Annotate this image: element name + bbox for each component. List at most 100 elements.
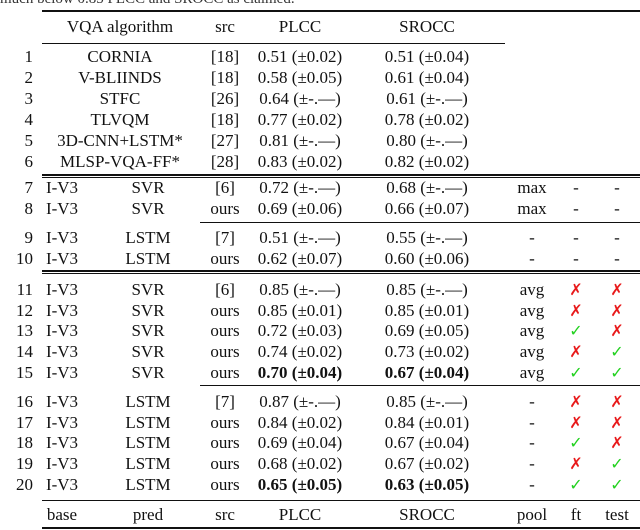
source-ref: ours [210,433,240,452]
srocc-value: 0.67 (±0.04) [384,363,470,382]
row-number: 5 [24,131,34,150]
pooling: avg [519,321,545,340]
caption-fragment: much below 0.85 PLCC and SROCC as claime… [0,0,295,8]
bottom-rule [42,527,640,529]
header-underline [42,43,505,44]
row-number: 1 [24,47,34,66]
check-icon: ✓ [610,363,624,382]
algorithm-name: V-BLIINDS [78,68,162,87]
srocc-value: 0.67 (±0.02) [384,454,470,473]
row-number: 16 [16,392,33,411]
cross-icon: ✗ [610,433,624,452]
check-icon: ✓ [569,475,583,494]
check-icon: ✓ [569,321,583,340]
row-number: 15 [16,363,33,382]
cross-icon: ✗ [569,342,583,361]
footer-pool: pool [516,505,548,524]
predictor: LSTM [125,392,171,411]
dash: - [614,228,620,247]
srocc-value: 0.73 (±0.02) [384,342,470,361]
check-icon: ✓ [569,363,583,382]
predictor: SVR [131,178,165,197]
plcc-value: 0.85 (±-.—) [259,280,341,299]
row-number: 3 [24,89,34,108]
cross-icon: ✗ [569,280,583,299]
cross-icon: ✗ [610,392,624,411]
pooling: avg [519,280,545,299]
srocc-value: 0.61 (±0.04) [384,68,470,87]
algorithm-name: MLSP-VQA-FF* [60,152,180,171]
base-model: I-V3 [45,199,79,218]
section-rule [42,174,640,176]
plcc-value: 0.69 (±0.06) [257,199,343,218]
srocc-value: 0.55 (±-.—) [386,228,468,247]
row-number: 4 [24,110,34,129]
plcc-value: 0.69 (±0.04) [257,433,343,452]
cross-icon: ✗ [610,413,624,432]
source-ref: [7] [215,228,235,247]
algorithm-name: 3D-CNN+LSTM* [57,131,183,150]
algorithm-name: CORNIA [87,47,153,66]
srocc-value: 0.80 (±-.—) [386,131,468,150]
base-model: I-V3 [45,249,79,268]
predictor: SVR [131,321,165,340]
row-number: 8 [24,199,34,218]
row-number: 11 [16,280,33,299]
algorithm-name: TLVQM [90,110,150,129]
footer-pred: pred [132,505,164,524]
dash: - [573,178,579,197]
row-number: 10 [16,249,33,268]
footer-ft: ft [570,505,582,524]
source-ref: [7] [215,392,235,411]
plcc-value: 0.74 (±0.02) [257,342,343,361]
pooling: - [529,413,535,432]
header-srocc: SROCC [399,17,455,36]
cross-icon: ✗ [569,413,583,432]
cross-icon: ✗ [610,301,624,320]
footer-src: src [215,505,235,524]
predictor: LSTM [125,228,171,247]
source-ref: ours [210,342,240,361]
footer-plcc: PLCC [278,505,322,524]
top-rule [42,10,640,12]
cross-icon: ✗ [610,321,624,340]
plcc-value: 0.64 (±-.—) [259,89,341,108]
row-number: 18 [16,433,33,452]
pooling: - [529,249,535,268]
srocc-value: 0.63 (±0.05) [384,475,470,494]
section-rule [42,273,640,274]
source-ref: ours [210,454,240,473]
predictor: SVR [131,301,165,320]
predictor: LSTM [125,475,171,494]
predictor: LSTM [125,433,171,452]
pooling: avg [519,301,545,320]
srocc-value: 0.51 (±0.04) [384,47,470,66]
footer-base: base [46,505,78,524]
source-ref: [6] [215,280,235,299]
plcc-value: 0.81 (±-.—) [259,131,341,150]
dash: - [614,199,620,218]
srocc-value: 0.82 (±0.02) [384,152,470,171]
base-model: I-V3 [45,321,79,340]
base-model: I-V3 [45,280,79,299]
srocc-value: 0.61 (±-.—) [386,89,468,108]
dash: - [573,249,579,268]
pooling: max [517,199,547,218]
row-number: 17 [16,413,33,432]
plcc-value: 0.68 (±0.02) [257,454,343,473]
plcc-value: 0.87 (±-.—) [259,392,341,411]
plcc-value: 0.65 (±0.05) [257,475,343,494]
header-plcc: PLCC [278,17,322,36]
footer-srocc: SROCC [399,505,455,524]
cross-icon: ✗ [569,301,583,320]
base-model: I-V3 [45,433,79,452]
group-rule [200,385,640,386]
predictor: LSTM [125,249,171,268]
predictor: SVR [131,342,165,361]
source-ref: [18] [210,47,240,66]
base-model: I-V3 [45,363,79,382]
plcc-value: 0.72 (±0.03) [257,321,343,340]
srocc-value: 0.60 (±0.06) [384,249,470,268]
header-src: src [215,17,235,36]
plcc-value: 0.77 (±0.02) [257,110,343,129]
